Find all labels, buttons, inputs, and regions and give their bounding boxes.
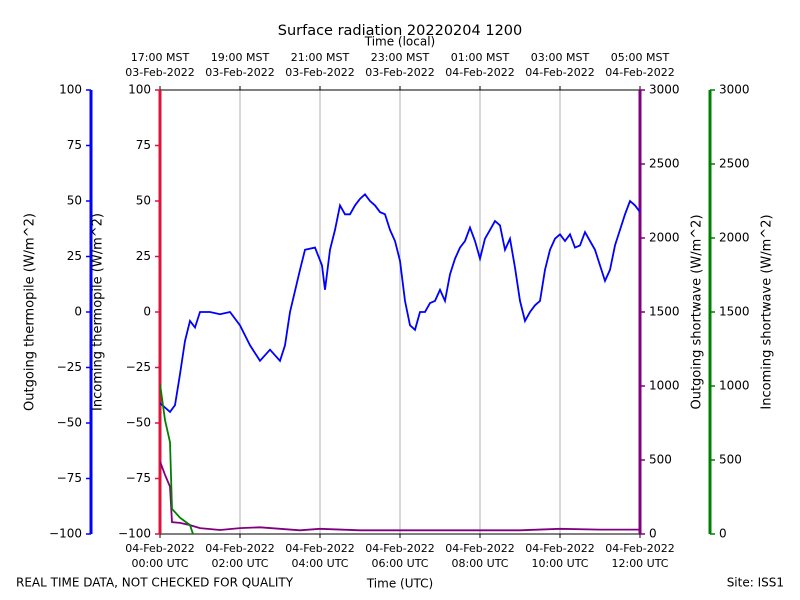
y-tick-label: −100 xyxy=(118,527,151,541)
y-tick-label: −50 xyxy=(57,416,82,430)
series-line xyxy=(160,192,640,414)
y-tick-label: −75 xyxy=(126,471,151,485)
y-tick-label: 2000 xyxy=(649,231,680,245)
series-line xyxy=(160,461,640,532)
x-tick-label: 04-Feb-2022 xyxy=(525,542,594,555)
y-axis-label: Incoming shortwave (W/m^2) xyxy=(760,214,775,409)
x-tick-label: 04-Feb-2022 xyxy=(365,542,434,555)
site-label: Site: ISS1 xyxy=(727,576,784,590)
top-tick-label: 01:00 MST xyxy=(451,51,510,64)
y-tick-label: 1000 xyxy=(649,379,680,393)
top-tick-label: 03-Feb-2022 xyxy=(365,66,434,79)
top-tick-label: 21:00 MST xyxy=(291,51,350,64)
y-tick-label: 0 xyxy=(649,527,657,541)
y-tick-label: 2500 xyxy=(719,157,750,171)
x-tick-label: 04:00 UTC xyxy=(291,557,348,570)
top-tick-label: 17:00 MST xyxy=(131,51,190,64)
x-tick-label: 04-Feb-2022 xyxy=(205,542,274,555)
y-axis-label: Incoming thermopile (W/m^2) xyxy=(91,213,106,411)
top-tick-label: 04-Feb-2022 xyxy=(605,66,674,79)
top-tick-label: 04-Feb-2022 xyxy=(525,66,594,79)
top-axis-label: Time (local) xyxy=(364,35,436,49)
y-tick-label: 3000 xyxy=(719,83,750,97)
x-axis-label: Time (UTC) xyxy=(366,577,433,591)
x-tick-label: 12:00 UTC xyxy=(611,557,668,570)
y-tick-label: 1500 xyxy=(719,305,750,319)
y-tick-label: 3000 xyxy=(649,83,680,97)
top-tick-label: 05:00 MST xyxy=(611,51,670,64)
top-tick-label: 03-Feb-2022 xyxy=(285,66,354,79)
x-tick-label: 04-Feb-2022 xyxy=(445,542,514,555)
footer-note: REAL TIME DATA, NOT CHECKED FOR QUALITY xyxy=(16,576,294,590)
x-tick-label: 04-Feb-2022 xyxy=(285,542,354,555)
y-tick-label: 50 xyxy=(136,194,151,208)
top-tick-label: 19:00 MST xyxy=(211,51,270,64)
y-tick-label: −100 xyxy=(49,527,82,541)
x-tick-label: 04-Feb-2022 xyxy=(125,542,194,555)
y-tick-label: 0 xyxy=(719,527,727,541)
top-tick-label: 03-Feb-2022 xyxy=(125,66,194,79)
x-tick-label: 02:00 UTC xyxy=(211,557,268,570)
y-tick-label: −25 xyxy=(126,360,151,374)
y-tick-label: 0 xyxy=(74,305,82,319)
y-tick-label: 100 xyxy=(128,83,151,97)
y-tick-label: 500 xyxy=(719,453,742,467)
y-tick-label: 75 xyxy=(136,138,151,152)
top-tick-label: 03:00 MST xyxy=(531,51,590,64)
top-tick-label: 23:00 MST xyxy=(371,51,430,64)
y-tick-label: −75 xyxy=(57,471,82,485)
y-tick-label: 25 xyxy=(67,249,82,263)
top-tick-label: 03-Feb-2022 xyxy=(205,66,274,79)
y-axis-label: Outgoing thermopile (W/m^2) xyxy=(23,213,38,411)
y-tick-label: 1500 xyxy=(649,305,680,319)
y-tick-label: 100 xyxy=(59,83,82,97)
x-tick-label: 10:00 UTC xyxy=(531,557,588,570)
y-tick-label: 2500 xyxy=(649,157,680,171)
y-tick-label: 1000 xyxy=(719,379,750,393)
x-tick-label: 06:00 UTC xyxy=(371,557,428,570)
x-tick-label: 00:00 UTC xyxy=(131,557,188,570)
x-tick-label: 08:00 UTC xyxy=(451,557,508,570)
y-tick-label: 50 xyxy=(67,194,82,208)
y-tick-label: −50 xyxy=(126,416,151,430)
y-axis-label: Outgoing shortwave (W/m^2) xyxy=(690,214,705,409)
series-line xyxy=(160,383,194,534)
x-tick-label: 04-Feb-2022 xyxy=(605,542,674,555)
y-tick-label: 2000 xyxy=(719,231,750,245)
y-tick-label: 500 xyxy=(649,453,672,467)
y-tick-label: −25 xyxy=(57,360,82,374)
y-tick-label: 25 xyxy=(136,249,151,263)
y-tick-label: 75 xyxy=(67,138,82,152)
chart-title: Surface radiation 20220204 1200 xyxy=(278,23,523,39)
y-tick-label: 0 xyxy=(143,305,151,319)
top-tick-label: 04-Feb-2022 xyxy=(445,66,514,79)
